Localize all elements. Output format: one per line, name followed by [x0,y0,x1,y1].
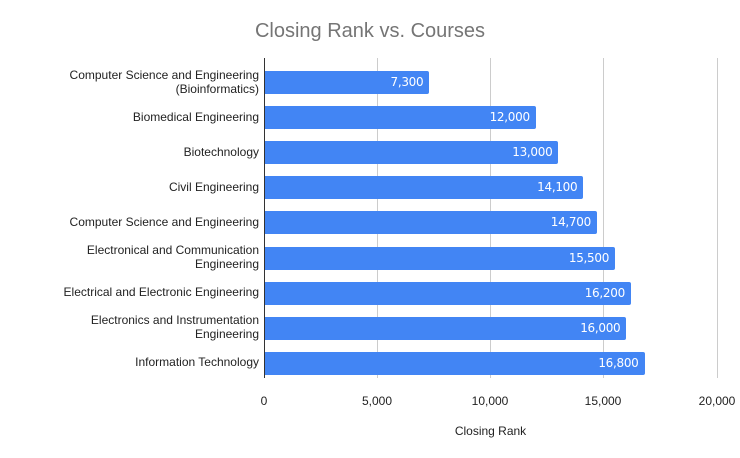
bar-value-label: 16,800 [598,355,639,370]
x-tick-label: 10,000 [471,394,509,408]
category-label: Computer Science and Engineering (Bioinfo… [69,68,259,96]
bar-value-label: 12,000 [489,110,531,125]
bar-value-label: 16,200 [584,285,626,300]
bar: 13,000 [265,141,559,165]
gridline-20000 [717,58,718,378]
chart-title: Closing Rank vs. Courses [254,20,486,42]
category-label: Information Technology [135,355,259,369]
bar-value-label: 14,100 [537,180,578,195]
gridline-15000 [603,58,604,378]
bar-value-label: 7,300 [390,75,424,89]
bar: 15,500 [265,246,616,270]
category-label: Electrical and Electronic Engineering [63,285,259,299]
bar-value-label: 13,000 [512,145,553,160]
bar: 16,800 [265,351,645,375]
bar-value-label: 15,500 [568,250,610,265]
bar: 14,100 [265,176,584,200]
x-tick-label: 15,000 [584,394,622,408]
x-tick-label: 5,000 [361,394,393,408]
category-label: Electronics and Instrumentation Engineeri… [90,313,259,341]
bar-value-label: 14,700 [550,215,592,230]
category-label: Computer Science and Engineering [69,215,259,229]
bar-value-label: 16,000 [580,320,621,335]
category-label: Electronical and Communication Engineerin… [86,243,259,271]
x-axis-title: Closing Rank [454,424,527,438]
category-label: Biomedical Engineering [132,110,259,124]
bar: 16,200 [265,281,631,305]
x-tick-label: 20,000 [698,394,736,408]
bar: 16,000 [265,316,627,340]
y-axis-line [264,58,265,378]
category-label: Civil Engineering [168,180,259,194]
category-label: Biotechnology [183,145,259,159]
bar: 12,000 [265,106,536,130]
bar: 7,300 [265,71,430,94]
bar: 14,700 [265,211,597,235]
plot-area: 7,300 12,000 13,000 14,100 14,700 15,500 16,20… [264,58,718,378]
x-tick-label: 0 [260,394,268,408]
